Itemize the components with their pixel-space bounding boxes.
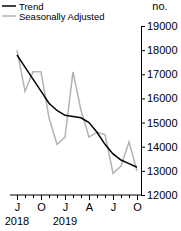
- y-tick-label: 18000: [147, 44, 178, 56]
- y-tick-label: 15000: [147, 117, 178, 129]
- x-tick-mark: [89, 195, 90, 200]
- y-tick: 15000: [141, 117, 178, 129]
- y-tick-mark: [141, 26, 145, 27]
- x-tick: [25, 195, 26, 198]
- y-tick-label: 12000: [147, 189, 178, 201]
- x-tick: [81, 195, 82, 198]
- x-tick-mark: [73, 195, 74, 198]
- x-tick-label: J: [15, 201, 21, 213]
- x-tick-label: A: [86, 201, 94, 213]
- y-tick-mark: [141, 123, 145, 124]
- x-tick-mark: [49, 195, 50, 198]
- y-tick: 14000: [141, 141, 178, 153]
- x-tick: [97, 195, 98, 198]
- y-axis-line: [142, 27, 146, 196]
- x-tick: J: [63, 195, 69, 213]
- y-tick-mark: [141, 147, 145, 148]
- y-tick: 13000: [141, 165, 178, 177]
- y-tick: 17000: [141, 68, 178, 80]
- series-line: [17, 50, 137, 173]
- y-tick-label: 13000: [147, 165, 178, 177]
- legend: TrendSeasonally Adjusted: [2, 1, 105, 22]
- x-tick-mark: [65, 195, 66, 200]
- legend-swatch: [2, 15, 16, 17]
- x-tick-mark: [81, 195, 82, 198]
- x-tick: [121, 195, 122, 198]
- x-tick-mark: [105, 195, 106, 198]
- x-tick: [105, 195, 106, 198]
- x-tick: A: [86, 195, 94, 213]
- x-tick-mark: [57, 195, 58, 198]
- y-tick-mark: [141, 171, 145, 172]
- x-tick-mark: [129, 195, 130, 198]
- x-tick-mark: [137, 195, 138, 200]
- x-tick-label: J: [111, 201, 117, 213]
- x-tick-mark: [33, 195, 34, 198]
- legend-swatch: [2, 5, 16, 7]
- x-tick-mark: [121, 195, 122, 198]
- x-tick-mark: [25, 195, 26, 198]
- x-tick-mark: [41, 195, 42, 200]
- y-tick: 19000: [141, 20, 178, 32]
- x-tick-mark: [17, 195, 18, 200]
- x-tick-mark: [97, 195, 98, 198]
- y-tick-label: 14000: [147, 141, 178, 153]
- legend-label: Seasonally Adjusted: [19, 11, 105, 22]
- x-tick: [33, 195, 34, 198]
- chart: 12000 13000 14000 15000 16000 17000 18000 19000…: [0, 0, 181, 231]
- y-tick-label: 17000: [147, 68, 178, 80]
- x-tick-mark: [113, 195, 114, 200]
- year-label: 2018: [5, 215, 29, 227]
- x-tick: [129, 195, 130, 198]
- x-tick-label: O: [133, 201, 142, 213]
- y-axis-title: no.: [152, 0, 167, 12]
- y-tick-mark: [141, 195, 145, 196]
- y-tick-label: 16000: [147, 92, 178, 104]
- x-tick: [49, 195, 50, 198]
- x-tick: J: [111, 195, 117, 213]
- year-label: 2019: [53, 215, 77, 227]
- x-tick: [57, 195, 58, 198]
- y-tick: 18000: [141, 44, 178, 56]
- series-line: [17, 55, 137, 167]
- y-tick: 16000: [141, 92, 178, 104]
- x-tick-label: O: [37, 201, 46, 213]
- x-tick: O: [37, 195, 46, 213]
- plot-area: [17, 50, 137, 173]
- y-tick-mark: [141, 74, 145, 75]
- x-axis: JOJAJO: [10, 195, 142, 213]
- x-tick: J: [15, 195, 21, 213]
- y-axis: 12000 13000 14000 15000 16000 17000 18000 19000: [141, 20, 178, 201]
- y-tick-mark: [141, 50, 145, 51]
- x-tick-label: J: [63, 201, 69, 213]
- y-tick-label: 19000: [147, 20, 178, 32]
- y-tick-mark: [141, 98, 145, 99]
- x-tick: [73, 195, 74, 198]
- x-tick: O: [133, 195, 142, 213]
- y-tick: 12000: [141, 189, 178, 201]
